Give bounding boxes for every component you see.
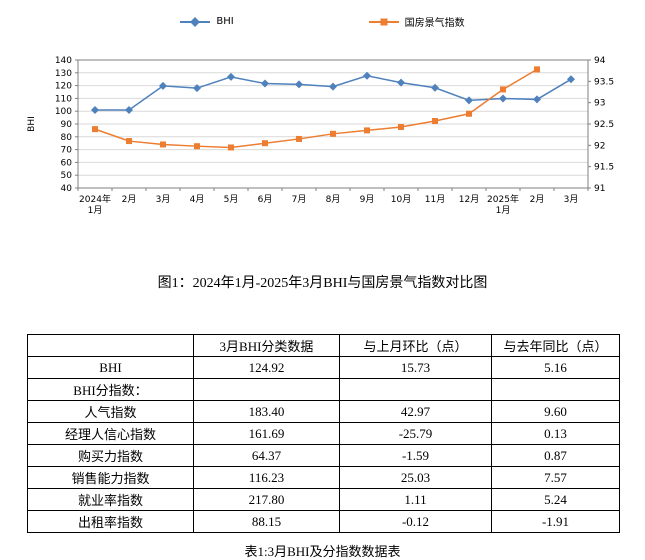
svg-text:93.5: 93.5 xyxy=(594,77,614,87)
svg-text:6月: 6月 xyxy=(258,194,273,205)
value-cell: 64.37 xyxy=(193,444,340,467)
value-cell: 7.57 xyxy=(491,466,620,489)
svg-text:3月: 3月 xyxy=(156,194,171,205)
legend-label-bhi: BHI xyxy=(216,16,234,27)
svg-text:94: 94 xyxy=(594,56,606,66)
table-header-cell: 3月BHI分类数据 xyxy=(193,334,340,357)
svg-text:70: 70 xyxy=(61,146,73,156)
svg-text:80: 80 xyxy=(61,133,73,143)
table-header-cell: 与上月环比（点） xyxy=(339,334,492,357)
row-label-cell: 人气指数 xyxy=(27,400,194,423)
table-row: 购买力指数 64.37 -1.59 0.87 xyxy=(27,444,620,467)
figure-caption: 图1：2024年1月-2025年3月BHI与国房景气指数对比图 xyxy=(157,276,488,291)
value-cell: 124.92 xyxy=(193,356,340,379)
row-label-cell: 就业率指数 xyxy=(27,488,194,511)
svg-text:91.5: 91.5 xyxy=(594,163,614,173)
value-cell: 116.23 xyxy=(193,466,340,489)
table-row: 就业率指数 217.80 1.11 5.24 xyxy=(27,488,620,511)
value-cell: 1.11 xyxy=(339,488,492,511)
svg-text:91: 91 xyxy=(594,184,605,194)
value-cell: 9.60 xyxy=(491,400,620,423)
svg-text:2月: 2月 xyxy=(530,194,545,205)
table-row: 经理人信心指数 161.69 -25.79 0.13 xyxy=(27,422,620,445)
svg-text:12月: 12月 xyxy=(459,194,479,205)
bhi-series-marker-icon xyxy=(180,16,211,27)
value-cell: -0.12 xyxy=(339,510,492,533)
svg-text:140: 140 xyxy=(55,56,72,66)
value-cell: 0.87 xyxy=(491,444,620,467)
value-cell: -1.59 xyxy=(339,444,492,467)
svg-text:5月: 5月 xyxy=(224,194,239,205)
row-label-cell: 销售能力指数 xyxy=(27,466,194,489)
chart-legend: BHI 国房景气指数 xyxy=(0,14,645,29)
svg-text:50: 50 xyxy=(61,171,73,181)
svg-text:9月: 9月 xyxy=(360,194,375,205)
table-header-cell xyxy=(27,334,194,357)
svg-text:7月: 7月 xyxy=(292,194,307,205)
value-cell: 0.13 xyxy=(491,422,620,445)
svg-text:40: 40 xyxy=(61,184,73,194)
svg-text:4月: 4月 xyxy=(190,194,205,205)
svg-text:130: 130 xyxy=(55,69,72,79)
value-cell: 5.16 xyxy=(491,356,620,379)
table-row: 出租率指数 88.15 -0.12 -1.91 xyxy=(27,510,620,533)
value-cell: -25.79 xyxy=(339,422,492,445)
svg-text:BHI: BHI xyxy=(27,116,37,132)
table-header-row: 3月BHI分类数据 与上月环比（点） 与去年同比（点） xyxy=(27,334,620,357)
value-cell: 88.15 xyxy=(193,510,340,533)
legend-item-climate-index: 国房景气指数 xyxy=(368,14,465,29)
svg-text:10月: 10月 xyxy=(391,194,411,205)
svg-text:93: 93 xyxy=(594,99,605,109)
svg-text:11月: 11月 xyxy=(425,194,445,205)
value-cell xyxy=(491,378,620,401)
value-cell: 25.03 xyxy=(339,466,492,489)
svg-text:100: 100 xyxy=(55,107,72,117)
svg-text:60: 60 xyxy=(61,158,73,168)
svg-text:8月: 8月 xyxy=(326,194,341,205)
legend-label-climate-index: 国房景气指数 xyxy=(404,18,465,29)
svg-text:2024年1月: 2024年 1月 xyxy=(79,193,111,216)
value-cell: 217.80 xyxy=(193,488,340,511)
table-row: BHI 124.92 15.73 5.16 xyxy=(27,356,620,379)
value-cell: 183.40 xyxy=(193,400,340,423)
legend-item-bhi: BHI xyxy=(180,14,234,29)
svg-text:120: 120 xyxy=(55,82,72,92)
value-cell: -1.91 xyxy=(491,510,620,533)
table-row: BHI分指数： xyxy=(27,378,620,401)
table-row: 销售能力指数 116.23 25.03 7.57 xyxy=(27,466,620,489)
table-header-cell: 与去年同比（点） xyxy=(491,334,620,357)
svg-text:110: 110 xyxy=(55,94,72,104)
value-cell xyxy=(339,378,492,401)
line-chart-plot: 40 50 60 70 80 90 100 110 120 130 140 91 91.5 92 92.5 9… xyxy=(27,56,614,216)
bhi-data-table: 3月BHI分类数据 与上月环比（点） 与去年同比（点） BHI 124.92 15.73 5… xyxy=(27,334,620,533)
value-cell: 161.69 xyxy=(193,422,340,445)
svg-text:90: 90 xyxy=(61,120,73,130)
value-cell: 42.97 xyxy=(339,400,492,423)
svg-text:2月: 2月 xyxy=(122,194,137,205)
table-row: 人气指数 183.40 42.97 9.60 xyxy=(27,400,620,423)
row-label-cell: 购买力指数 xyxy=(27,444,194,467)
bhi-line-chart: BHI 国房景气指数 40 50 60 70 80 90 100 110 120 130 140 91… xyxy=(0,0,645,250)
svg-text:92: 92 xyxy=(594,141,605,151)
value-cell: 15.73 xyxy=(339,356,492,379)
value-cell: 5.24 xyxy=(491,488,620,511)
svg-text:92.5: 92.5 xyxy=(594,120,614,130)
row-label-cell: BHI分指数： xyxy=(27,378,194,401)
table-caption: 表1:3月BHI及分指数数据表 xyxy=(244,544,401,559)
svg-text:3月: 3月 xyxy=(564,194,579,205)
row-label-cell: 出租率指数 xyxy=(27,510,194,533)
row-label-cell: 经理人信心指数 xyxy=(27,422,194,445)
row-label-cell: BHI xyxy=(27,356,194,379)
value-cell xyxy=(193,378,340,401)
climate-series-marker-icon xyxy=(368,18,399,25)
